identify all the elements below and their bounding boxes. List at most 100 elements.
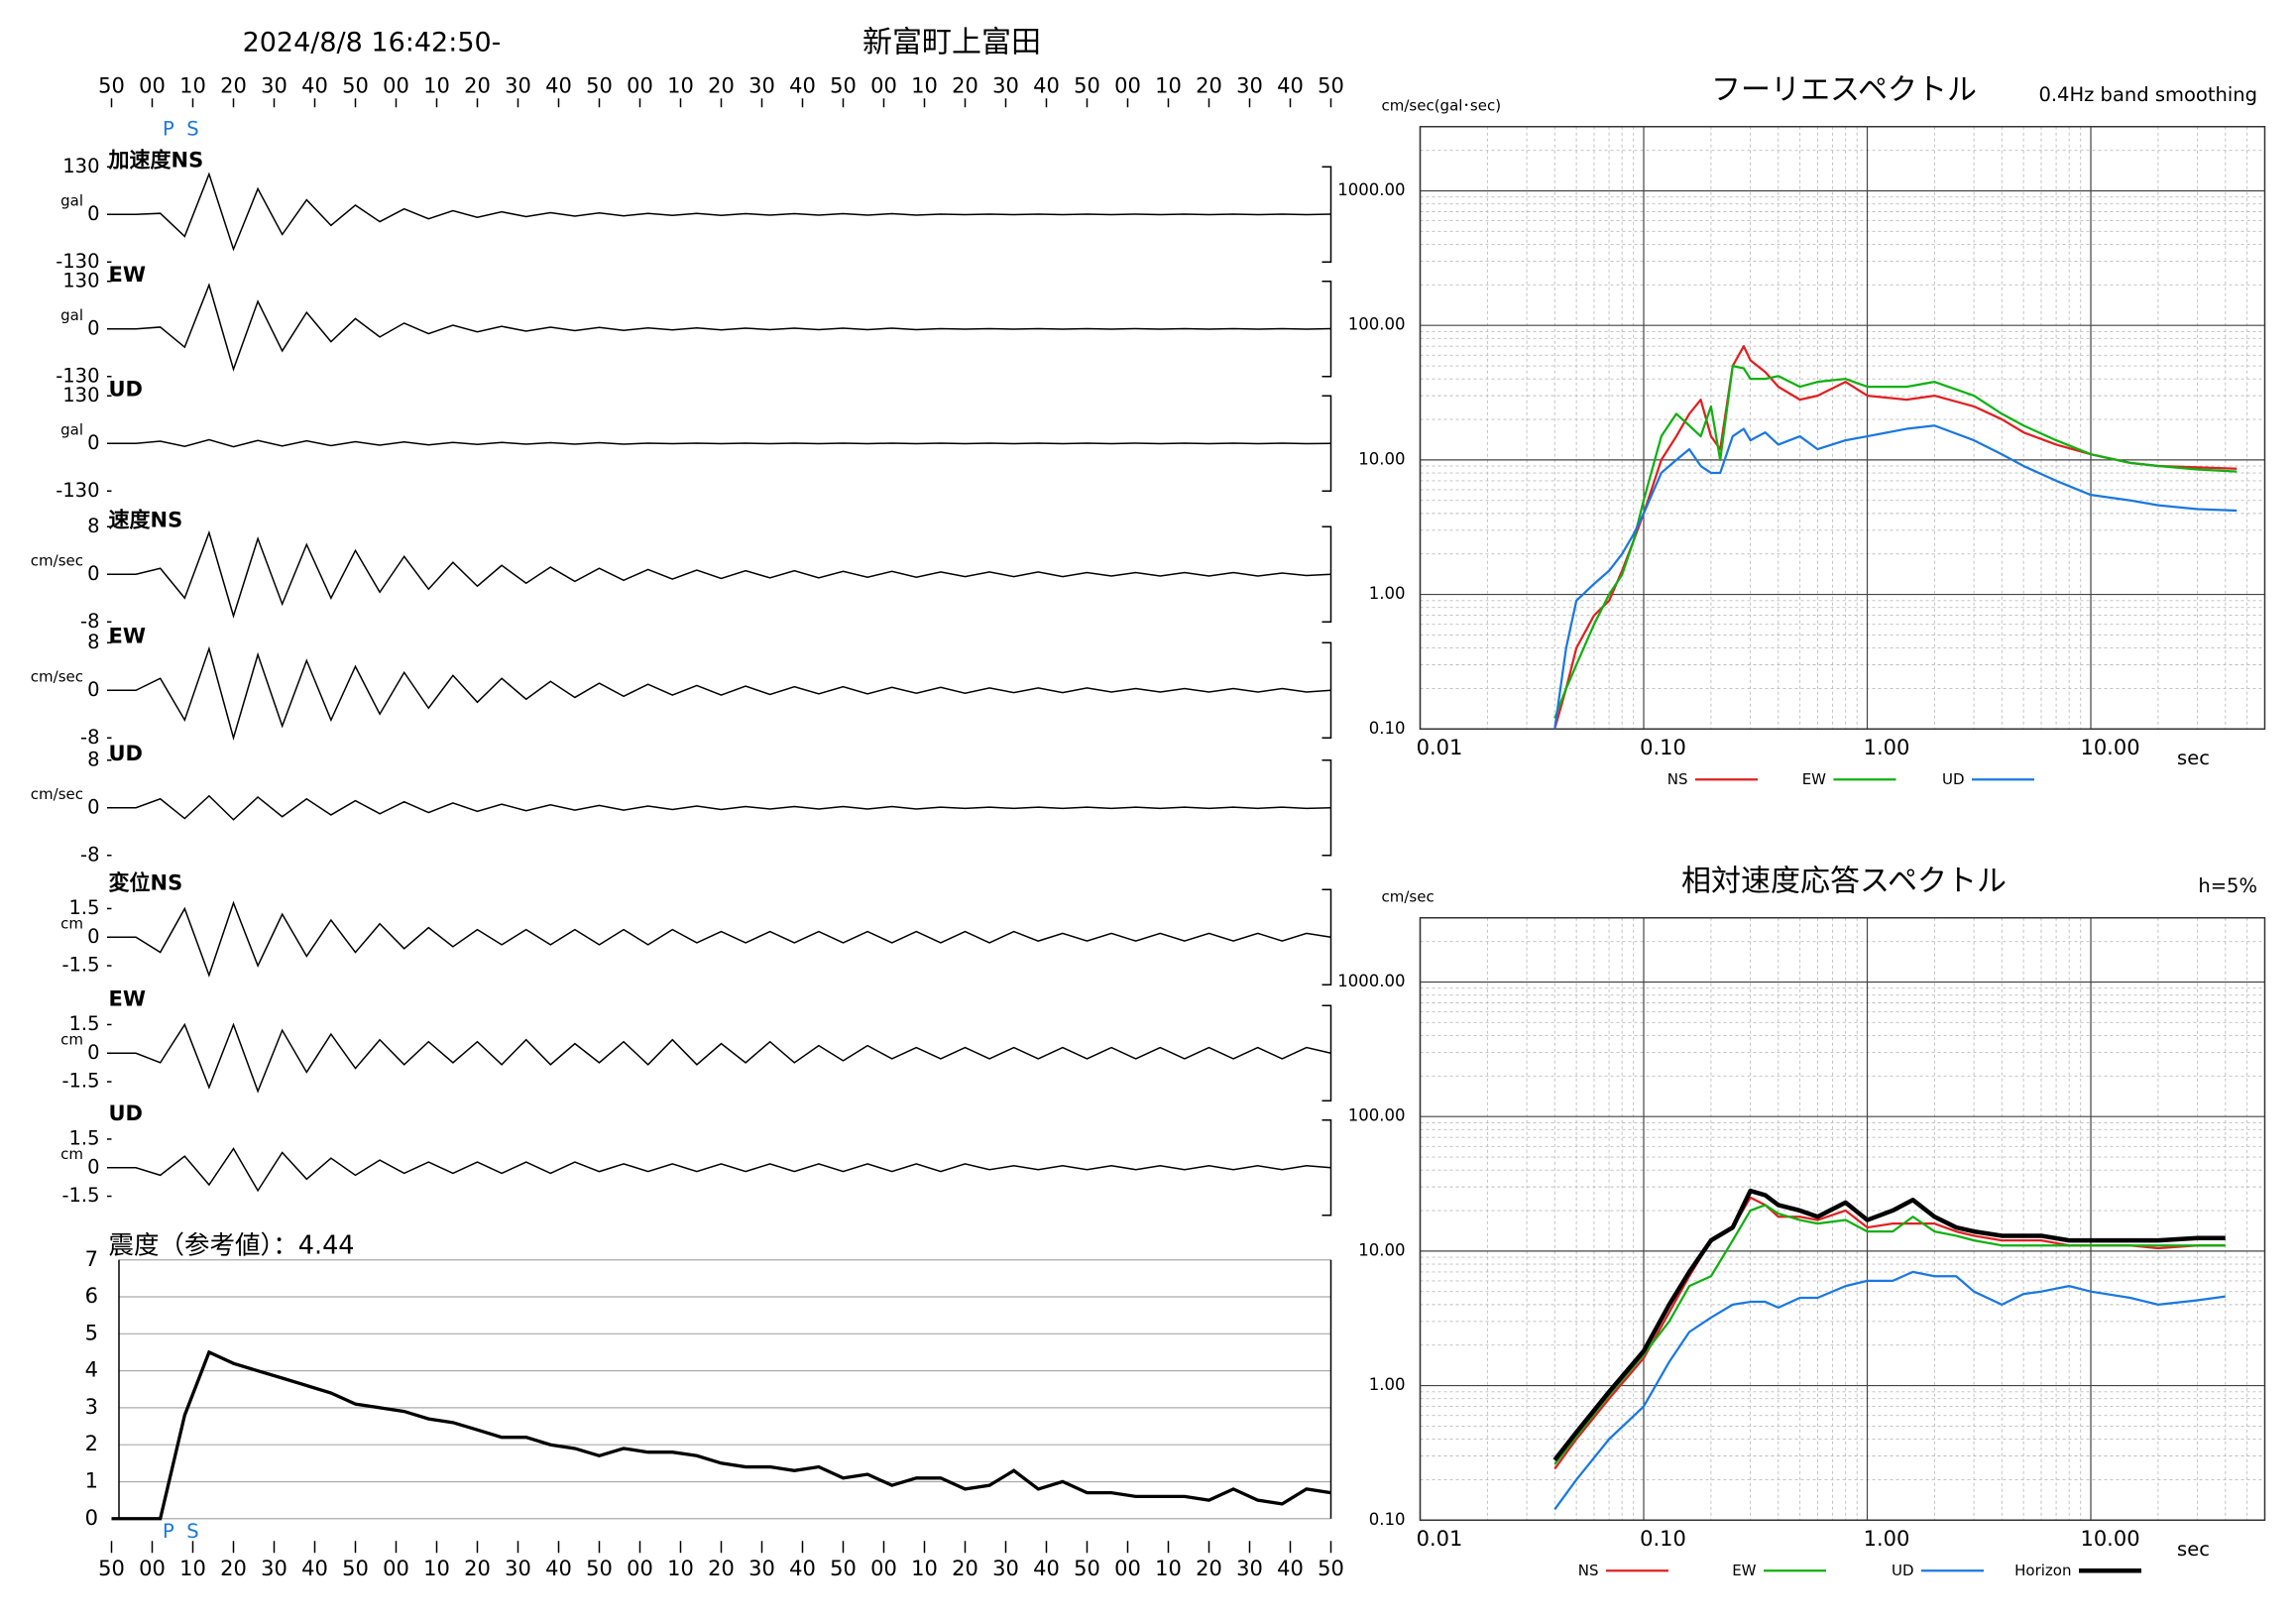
y-tick-label: 0.10 [1369,1510,1406,1529]
panel-title: 変位NS [109,870,183,894]
x-tick-label: 40 [301,73,328,97]
y-tick-label: -8 [80,726,99,749]
x-tick-label: 20 [464,1557,491,1580]
unit-label: cm [60,1030,83,1048]
x-tick-label: 50 [830,73,857,97]
legend-label: EW [1732,1562,1756,1579]
spectrum-line [1553,364,2238,719]
x-tick-label: 10 [423,73,450,97]
y-tick-label: 0 [87,925,99,948]
y-tick-label: 130 [62,155,99,177]
x-tick-label: 1.00 [1864,1527,1910,1551]
waveform-trace [111,794,1331,821]
x-tick-label: 00 [1114,73,1141,97]
y-tick-label: -1.5 [61,1070,99,1093]
x-tick-label: 40 [301,1557,328,1580]
unit-label: gal [60,191,83,209]
x-tick-label: 10 [1155,73,1182,97]
plot-frame [1419,917,2266,1521]
x-tick-label: 10 [179,1557,206,1580]
x-tick-label: 50 [98,1557,125,1580]
y-tick-label: 1 [85,1468,98,1492]
x-tick-label: 30 [261,73,287,97]
y-tick-label: -1.5 [61,954,99,977]
y-tick-label: 10.00 [1358,449,1405,468]
x-tick-label: 00 [383,73,409,97]
y-tick-label: 1.5 [68,1126,99,1149]
spectrum-title: 相対速度応答スペクトル [1681,864,2007,898]
x-tick-label: 10 [667,1557,694,1580]
y-tick-label: -130 [56,250,99,273]
y-tick-label: 2 [85,1432,98,1455]
x-tick-label: 50 [586,1557,613,1580]
x-label: sec [2177,747,2210,769]
x-tick-label: 30 [992,1557,1019,1580]
x-tick-label: 0.10 [1640,1527,1686,1551]
legend-label: UD [1892,1562,1914,1579]
y-tick-label: 100.00 [1348,1106,1406,1125]
x-tick-label: 00 [627,73,653,97]
station-title: 新富町上富田 [862,25,1041,59]
x-tick-label: 30 [1236,73,1263,97]
x-tick-label: 10.00 [2080,1527,2139,1551]
y-unit: cm/sec [1382,887,1435,905]
x-tick-label: 0.01 [1417,1527,1463,1551]
panel-title: EW [109,263,147,287]
x-tick-label: 00 [383,1557,409,1580]
unit-label: gal [60,306,83,324]
y-tick-label: 4 [85,1358,98,1382]
waveform-trace [111,1022,1331,1094]
panel-title: 速度NS [109,508,183,531]
unit-label: cm [60,914,83,932]
phase-marker: S [186,117,198,140]
phase-marker: P [163,1520,174,1543]
x-tick-label: 30 [261,1557,287,1580]
unit-label: cm/sec [31,551,83,569]
intensity-line [111,1349,1331,1521]
y-tick-label: 0 [87,1155,99,1178]
x-tick-label: 00 [139,1557,166,1580]
y-tick-label: 0 [85,1506,98,1530]
y-tick-label: 0 [87,316,99,339]
x-tick-label: 50 [342,1557,369,1580]
y-tick-label: 1000.00 [1337,180,1405,199]
x-tick-label: 10 [911,73,938,97]
x-tick-label: 00 [870,1557,897,1580]
y-tick-label: 8 [87,748,99,770]
unit-label: cm [60,1145,83,1163]
x-tick-label: 50 [1318,73,1344,97]
x-tick-label: 40 [1277,1557,1304,1580]
record-date: 2024/8/8 16:42:50- [243,27,502,58]
unit-label: cm/sec [31,667,83,685]
y-tick-label: 130 [62,269,99,291]
x-tick-label: 30 [748,1557,775,1580]
legend-label: Horizon [2014,1562,2071,1579]
x-tick-label: 20 [952,73,978,97]
y-tick-label: -1.5 [61,1184,99,1207]
x-tick-label: 00 [627,1557,653,1580]
x-tick-label: 1.00 [1864,736,1910,759]
phase-marker: S [186,1520,198,1543]
waveform-trace [111,529,1331,619]
x-tick-label: 30 [505,73,531,97]
x-tick-label: 20 [708,73,735,97]
panel-title: UD [109,742,143,765]
x-tick-label: 20 [220,73,247,97]
y-tick-label: -130 [56,479,99,502]
x-tick-label: 50 [1074,73,1100,97]
x-tick-label: 10 [667,73,694,97]
x-tick-label: 00 [870,73,897,97]
y-tick-label: 10.00 [1358,1240,1405,1259]
spectrum-line [1553,1270,2226,1511]
x-tick-label: 0.10 [1640,736,1686,759]
x-tick-label: 50 [98,73,125,97]
x-tick-label: 40 [1277,73,1304,97]
legend-label: EW [1802,770,1826,788]
unit-label: cm/sec [31,785,83,803]
y-tick-label: 0.10 [1369,719,1406,738]
x-tick-label: 10 [1155,1557,1182,1580]
x-tick-label: 30 [505,1557,531,1580]
y-tick-label: 1.5 [68,896,99,919]
annotation: h=5% [2198,874,2257,897]
